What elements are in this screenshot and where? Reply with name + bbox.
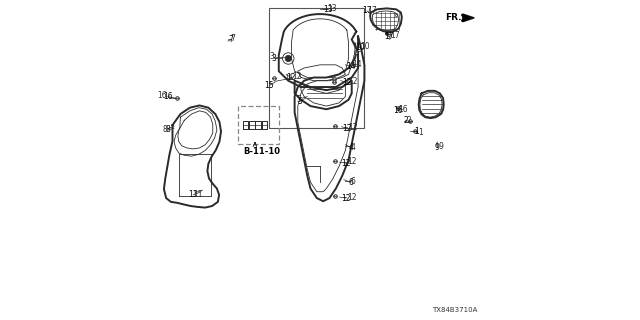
Text: 6: 6	[351, 177, 355, 186]
Text: 12: 12	[348, 77, 357, 86]
Text: 7: 7	[228, 35, 234, 44]
Text: 16: 16	[393, 106, 403, 115]
Text: 16: 16	[163, 92, 173, 101]
Text: 8: 8	[165, 125, 170, 134]
Text: 11: 11	[193, 190, 203, 199]
Polygon shape	[463, 14, 474, 22]
Text: 3: 3	[269, 52, 274, 61]
Text: 9: 9	[435, 143, 440, 152]
Text: 12: 12	[341, 194, 351, 203]
Text: 6: 6	[348, 178, 353, 187]
Text: 13: 13	[323, 5, 332, 14]
Text: 12: 12	[292, 72, 302, 81]
Text: 2: 2	[403, 116, 408, 125]
Text: 2: 2	[406, 116, 412, 125]
Text: 1: 1	[414, 127, 419, 136]
Text: 7: 7	[230, 34, 236, 43]
Text: 17: 17	[385, 32, 394, 41]
Text: 10: 10	[360, 42, 370, 51]
Text: 5: 5	[297, 97, 302, 106]
Text: 3: 3	[271, 54, 276, 63]
Text: 10: 10	[355, 43, 364, 52]
Text: 13: 13	[328, 4, 337, 13]
Circle shape	[285, 55, 291, 62]
Text: TX84B3710A: TX84B3710A	[431, 307, 477, 313]
Text: 14: 14	[346, 62, 356, 71]
Text: 12: 12	[341, 159, 351, 168]
Text: 8: 8	[163, 125, 167, 134]
Text: 16: 16	[399, 105, 408, 114]
Text: 14: 14	[352, 60, 362, 69]
Text: 12: 12	[287, 73, 296, 82]
Text: 12: 12	[342, 124, 352, 133]
Text: 15: 15	[284, 74, 293, 80]
Text: 11: 11	[188, 190, 198, 199]
Text: 4: 4	[349, 143, 353, 152]
Text: 17: 17	[362, 6, 372, 15]
Text: 9: 9	[438, 142, 443, 151]
Text: 16: 16	[157, 91, 167, 100]
Text: 12: 12	[348, 123, 357, 132]
Text: 4: 4	[351, 143, 356, 152]
Text: 12: 12	[347, 193, 356, 202]
Text: 17: 17	[390, 31, 399, 40]
Text: 12: 12	[342, 78, 352, 87]
Text: 5: 5	[296, 95, 301, 104]
Text: 17: 17	[367, 6, 376, 15]
Bar	[269, 8, 364, 128]
Text: 15: 15	[264, 81, 274, 90]
Text: FR.: FR.	[445, 13, 461, 22]
Text: 12: 12	[348, 157, 356, 166]
Bar	[237, 106, 279, 144]
Text: B-11-10: B-11-10	[243, 147, 280, 156]
Text: 1: 1	[418, 128, 422, 137]
